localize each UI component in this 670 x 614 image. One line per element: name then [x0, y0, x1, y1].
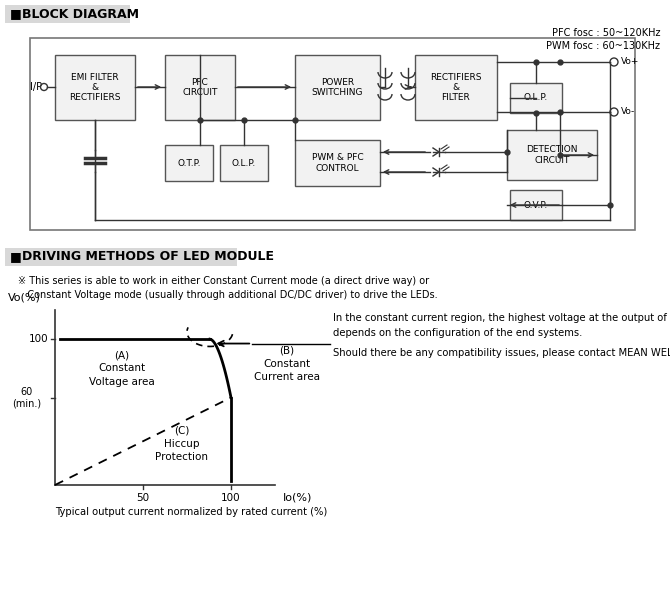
- Text: 100: 100: [221, 493, 241, 503]
- Text: Constant Voltage mode (usually through additional DC/DC driver) to drive the LED: Constant Voltage mode (usually through a…: [18, 290, 438, 300]
- Text: Vo-: Vo-: [621, 107, 635, 117]
- Bar: [5, 5, 130, 23]
- Text: EMI FILTER
&
RECTIFIERS: EMI FILTER & RECTIFIERS: [69, 72, 121, 103]
- Bar: [55, 55, 135, 120]
- Text: 100: 100: [28, 334, 48, 344]
- Text: PFC fosc : 50~120KHz
PWM fosc : 60~130KHz: PFC fosc : 50~120KHz PWM fosc : 60~130KH…: [546, 28, 660, 51]
- Bar: [30, 38, 635, 230]
- Text: (C)
Hiccup
Protection: (C) Hiccup Protection: [155, 426, 208, 462]
- Text: ■: ■: [10, 251, 21, 263]
- Text: Vo(%): Vo(%): [8, 292, 41, 302]
- Bar: [510, 83, 562, 113]
- Text: Should there be any compatibility issues, please contact MEAN WELL.: Should there be any compatibility issues…: [333, 348, 670, 358]
- Text: PFC
CIRCUIT: PFC CIRCUIT: [182, 78, 218, 97]
- Text: DETECTION
CIRCUIT: DETECTION CIRCUIT: [526, 146, 578, 165]
- Text: POWER
SWITCHING: POWER SWITCHING: [312, 78, 363, 97]
- Text: In the constant current region, the highest voltage at the output of the driver: In the constant current region, the high…: [333, 313, 670, 323]
- Bar: [415, 55, 497, 120]
- Text: DRIVING METHODS OF LED MODULE: DRIVING METHODS OF LED MODULE: [22, 251, 274, 263]
- Text: (B)
Constant
Current area: (B) Constant Current area: [254, 346, 320, 382]
- Text: RECTIFIERS
&
FILTER: RECTIFIERS & FILTER: [430, 72, 482, 103]
- Text: PWM & PFC
CONTROL: PWM & PFC CONTROL: [312, 154, 363, 173]
- Text: O.L.P.: O.L.P.: [524, 93, 548, 103]
- Text: ※ This series is able to work in either Constant Current mode (a direct drive wa: ※ This series is able to work in either …: [18, 276, 429, 286]
- Text: depends on the configuration of the end systems.: depends on the configuration of the end …: [333, 328, 582, 338]
- Text: Vo+: Vo+: [621, 58, 639, 66]
- Text: (A)
Constant
Voltage area: (A) Constant Voltage area: [89, 350, 155, 387]
- Text: 50: 50: [137, 493, 149, 503]
- Text: 60
(min.): 60 (min.): [12, 387, 41, 408]
- Text: Typical output current normalized by rated current (%): Typical output current normalized by rat…: [55, 507, 327, 517]
- Text: ■: ■: [10, 7, 21, 20]
- Text: Io(%): Io(%): [283, 493, 312, 503]
- Bar: [507, 130, 597, 180]
- Text: O.L.P.: O.L.P.: [232, 158, 256, 168]
- Text: O.T.P.: O.T.P.: [178, 158, 201, 168]
- Bar: [510, 190, 562, 220]
- Bar: [5, 248, 237, 266]
- Text: O.V.P.: O.V.P.: [524, 201, 548, 209]
- Bar: [220, 145, 268, 181]
- Bar: [295, 140, 380, 186]
- Bar: [295, 55, 380, 120]
- Bar: [165, 145, 213, 181]
- Bar: [165, 55, 235, 120]
- Text: BLOCK DIAGRAM: BLOCK DIAGRAM: [22, 7, 139, 20]
- Text: I/P: I/P: [30, 82, 42, 92]
